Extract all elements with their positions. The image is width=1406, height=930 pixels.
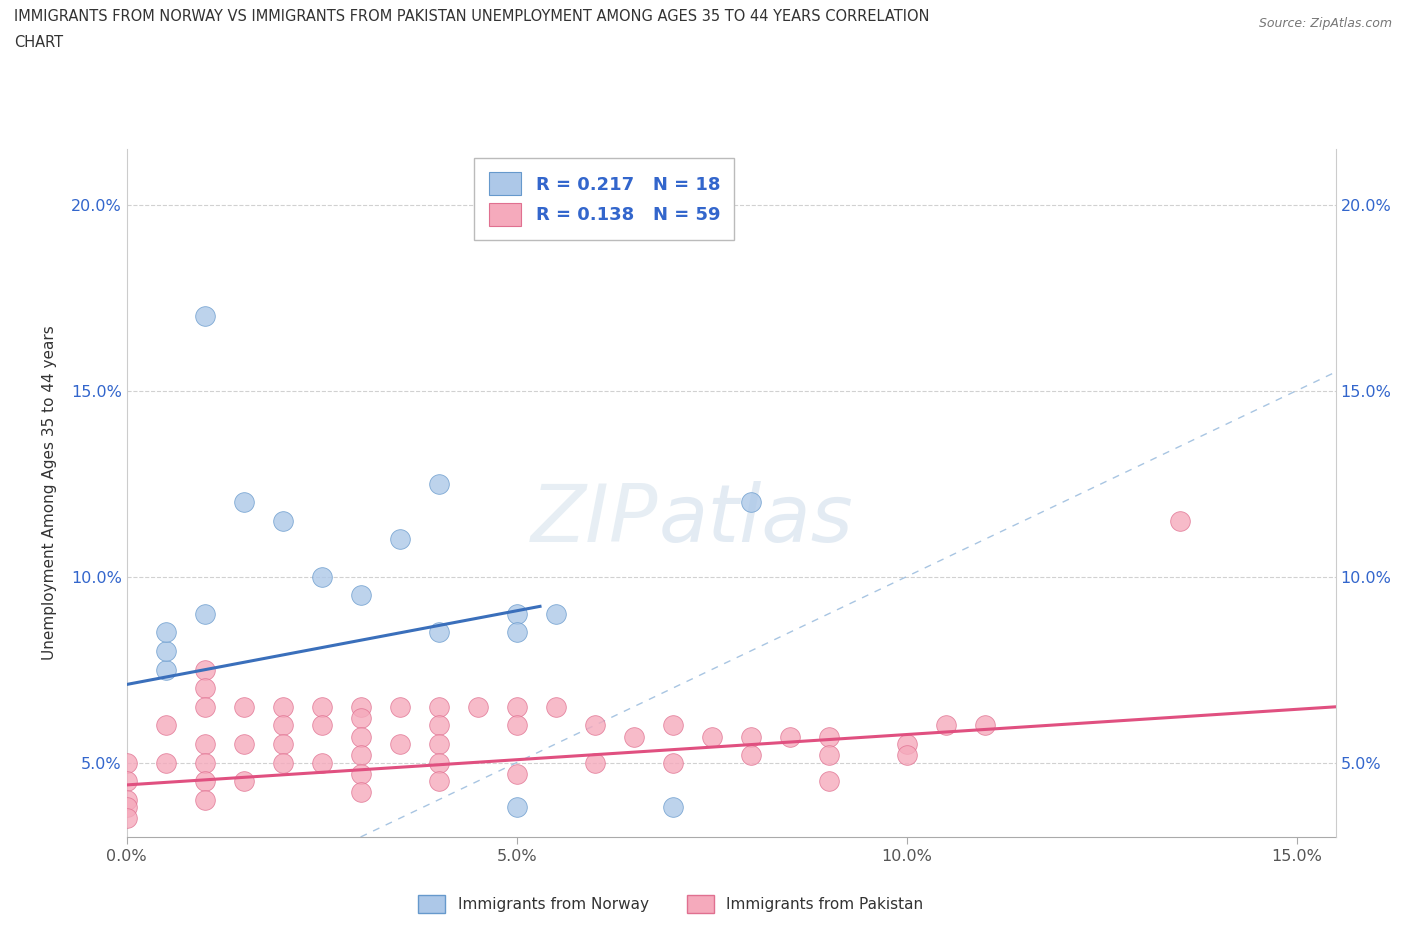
Point <box>427 718 450 733</box>
Point <box>349 748 371 763</box>
Point <box>583 718 606 733</box>
Point <box>427 774 450 789</box>
Point <box>505 699 527 714</box>
Point <box>155 625 177 640</box>
Point <box>700 729 723 744</box>
Point <box>779 729 801 744</box>
Point <box>544 699 567 714</box>
Point <box>232 699 254 714</box>
Point <box>349 699 371 714</box>
Point <box>155 662 177 677</box>
Point <box>661 718 683 733</box>
Point <box>155 644 177 658</box>
Point <box>505 766 527 781</box>
Point <box>193 737 215 751</box>
Point <box>817 729 839 744</box>
Point <box>661 800 683 815</box>
Point <box>193 309 215 324</box>
Point <box>193 755 215 770</box>
Point <box>740 748 762 763</box>
Point <box>155 718 177 733</box>
Text: Source: ZipAtlas.com: Source: ZipAtlas.com <box>1258 17 1392 30</box>
Point <box>193 699 215 714</box>
Point <box>193 662 215 677</box>
Point <box>427 699 450 714</box>
Point <box>505 718 527 733</box>
Point <box>583 755 606 770</box>
Point <box>427 755 450 770</box>
Point <box>311 569 333 584</box>
Point <box>467 699 489 714</box>
Point <box>193 774 215 789</box>
Point <box>388 699 411 714</box>
Point <box>271 699 294 714</box>
Point <box>505 800 527 815</box>
Text: CHART: CHART <box>14 35 63 50</box>
Point <box>311 755 333 770</box>
Point <box>115 792 138 807</box>
Point <box>544 606 567 621</box>
Point <box>193 681 215 696</box>
Point <box>271 755 294 770</box>
Point <box>661 755 683 770</box>
Point <box>1168 513 1191 528</box>
Point <box>817 774 839 789</box>
Point <box>349 766 371 781</box>
Point <box>115 755 138 770</box>
Point <box>271 718 294 733</box>
Point <box>271 737 294 751</box>
Point <box>427 476 450 491</box>
Point <box>193 792 215 807</box>
Point <box>973 718 995 733</box>
Point <box>115 774 138 789</box>
Point <box>349 711 371 725</box>
Text: IMMIGRANTS FROM NORWAY VS IMMIGRANTS FROM PAKISTAN UNEMPLOYMENT AMONG AGES 35 TO: IMMIGRANTS FROM NORWAY VS IMMIGRANTS FRO… <box>14 9 929 24</box>
Point <box>817 748 839 763</box>
Text: ZIP: ZIP <box>531 482 658 560</box>
Point <box>232 737 254 751</box>
Point <box>740 495 762 510</box>
Point <box>349 785 371 800</box>
Point <box>896 748 918 763</box>
Point <box>623 729 645 744</box>
Point <box>505 606 527 621</box>
Point <box>193 606 215 621</box>
Point <box>427 737 450 751</box>
Point <box>349 588 371 603</box>
Point <box>349 729 371 744</box>
Legend: Immigrants from Norway, Immigrants from Pakistan: Immigrants from Norway, Immigrants from … <box>412 889 929 919</box>
Point <box>935 718 957 733</box>
Point <box>388 532 411 547</box>
Point <box>271 513 294 528</box>
Point <box>896 737 918 751</box>
Point <box>388 737 411 751</box>
Point <box>115 811 138 826</box>
Point <box>740 729 762 744</box>
Point <box>505 625 527 640</box>
Point <box>232 774 254 789</box>
Point <box>155 755 177 770</box>
Point <box>232 495 254 510</box>
Text: atlas: atlas <box>658 482 853 560</box>
Point <box>311 699 333 714</box>
Y-axis label: Unemployment Among Ages 35 to 44 years: Unemployment Among Ages 35 to 44 years <box>42 326 56 660</box>
Point <box>427 625 450 640</box>
Point <box>311 718 333 733</box>
Point <box>115 800 138 815</box>
